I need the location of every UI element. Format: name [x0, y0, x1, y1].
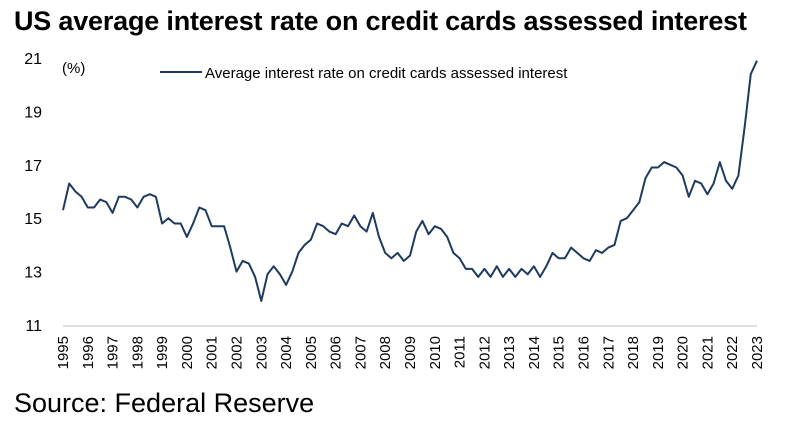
x-tick-label: 2006 [328, 336, 345, 369]
y-tick-label: 17 [24, 158, 42, 175]
x-tick-label: 2001 [204, 336, 221, 369]
x-tick-label: 2020 [675, 336, 692, 369]
x-axis-ticks: 1995 1996 1997 1998 1999 2000 2001 2002 2003 2004… [55, 336, 766, 369]
y-tick-label: 11 [25, 318, 42, 335]
x-tick-label: 2002 [229, 336, 246, 369]
x-tick-label: 2010 [427, 336, 444, 369]
series-line-avg-interest-rate [62, 60, 758, 302]
y-tick-label: 21 [24, 51, 42, 68]
x-tick-label: 2022 [724, 336, 741, 369]
x-tick-label: 2017 [600, 336, 617, 369]
y-tick-label: 19 [24, 104, 42, 121]
x-tick-label: 1998 [129, 336, 146, 369]
chart-title: US average interest rate on credit cards… [14, 6, 747, 36]
x-tick-label: 2007 [352, 336, 369, 369]
x-tick-label: 2012 [476, 336, 493, 369]
x-tick-label: 2013 [501, 336, 518, 369]
y-tick-label: 15 [24, 211, 42, 228]
legend: Average interest rate on credit cards as… [160, 65, 568, 82]
legend-label: Average interest rate on credit cards as… [205, 65, 568, 82]
x-tick-label: 2014 [526, 336, 543, 369]
y-axis-ticks: 11 13 15 17 19 21 [24, 51, 42, 335]
x-tick-label: 2018 [625, 336, 642, 369]
x-tick-label: 2015 [551, 336, 568, 369]
x-tick-label: 2021 [699, 336, 716, 369]
x-tick-label: 2005 [303, 336, 320, 369]
x-tick-label: 2016 [576, 336, 593, 369]
source-note: Source: Federal Reserve [14, 388, 315, 418]
y-unit-label: (%) [62, 60, 85, 77]
x-tick-label: 2004 [278, 336, 295, 369]
x-tick-label: 2003 [253, 336, 270, 369]
x-tick-label: 1999 [154, 336, 171, 369]
x-tick-label: 1995 [55, 336, 72, 369]
x-tick-label: 1997 [105, 336, 122, 369]
x-tick-label: 2023 [749, 336, 766, 369]
x-tick-label: 2000 [179, 336, 196, 369]
x-tick-label: 1996 [80, 336, 97, 369]
x-tick-label: 2011 [452, 336, 469, 368]
x-tick-label: 2008 [377, 336, 394, 369]
x-tick-label: 2009 [402, 336, 419, 369]
y-tick-label: 13 [24, 265, 42, 282]
x-tick-label: 2019 [650, 336, 667, 369]
